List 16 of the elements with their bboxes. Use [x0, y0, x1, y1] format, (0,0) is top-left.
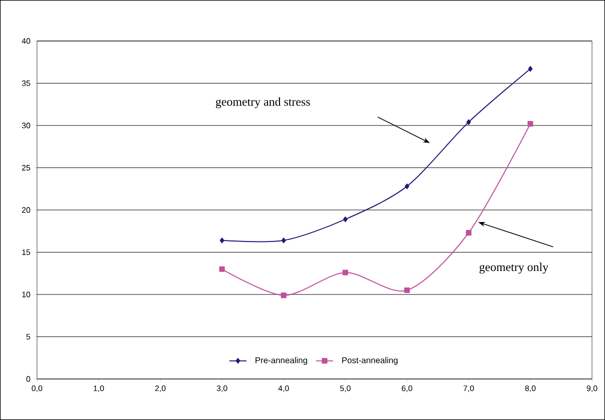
point	[280, 292, 286, 298]
annotation: geometry only	[480, 262, 548, 274]
point	[528, 66, 533, 72]
point	[343, 216, 348, 222]
point	[466, 230, 472, 236]
annotation: geometry and stress	[216, 97, 310, 108]
point	[342, 270, 348, 276]
point	[220, 238, 224, 244]
legend-label: Pre-annealing	[256, 357, 308, 365]
point	[466, 119, 471, 125]
point	[219, 266, 225, 272]
point	[528, 121, 534, 127]
legend-label: Post-annealing	[342, 357, 398, 365]
point	[404, 184, 410, 190]
point	[281, 238, 286, 244]
point	[404, 287, 410, 294]
